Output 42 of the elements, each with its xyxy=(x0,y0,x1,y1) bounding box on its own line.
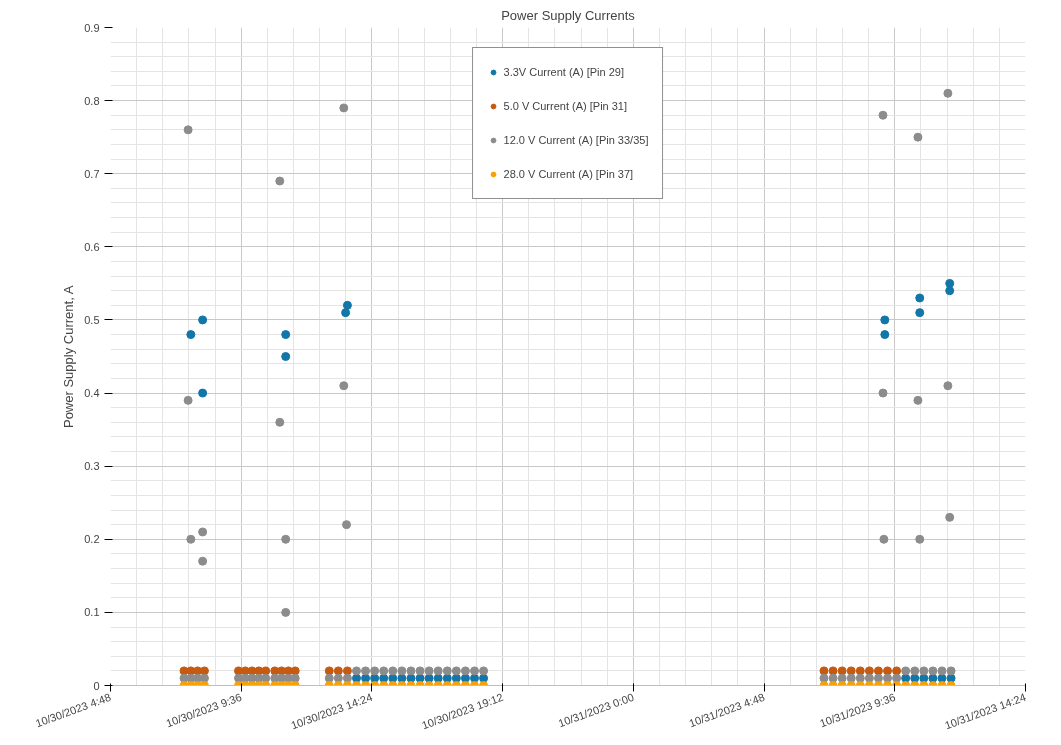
point xyxy=(873,666,883,676)
y-tick-label: 0.5 xyxy=(84,313,100,326)
point xyxy=(186,330,196,340)
point xyxy=(198,388,208,398)
y-tick-label: 0 xyxy=(93,679,100,692)
point xyxy=(342,300,352,310)
y-tick-label: 0.6 xyxy=(84,240,100,253)
y-tick-label: 0.3 xyxy=(84,460,100,473)
point xyxy=(281,330,291,340)
point xyxy=(846,666,856,676)
y-axis-title: Power Supply Current, A xyxy=(61,285,77,429)
point xyxy=(880,330,890,340)
point xyxy=(341,308,351,318)
y-tick-label: 0.2 xyxy=(84,533,100,546)
legend-label: 3.3V Current (A) [Pin 29] xyxy=(503,66,624,78)
y-tick-label: 0.4 xyxy=(84,387,100,400)
point xyxy=(828,666,838,676)
y-tick-label: 0.7 xyxy=(84,167,100,180)
point xyxy=(883,666,893,676)
point xyxy=(261,666,271,676)
chart-title: Power Supply Currents xyxy=(501,7,636,23)
legend-label: 28.0 V Current (A) [Pin 37] xyxy=(503,168,634,180)
point xyxy=(915,293,925,303)
point xyxy=(945,286,955,296)
legend-label: 12.0 V Current (A) [Pin 33/35] xyxy=(503,134,649,146)
point xyxy=(880,315,890,325)
point xyxy=(915,308,925,318)
y-tick-label: 0.8 xyxy=(84,94,100,107)
y-tick-label: 0.9 xyxy=(84,21,100,34)
point xyxy=(945,278,955,288)
point xyxy=(864,666,874,676)
legend-label: 5.0 V Current (A) [Pin 31] xyxy=(503,100,628,112)
point xyxy=(333,666,343,676)
point xyxy=(855,666,865,676)
point xyxy=(198,315,208,325)
point xyxy=(324,666,334,676)
y-tick-label: 0.1 xyxy=(84,606,100,619)
point xyxy=(837,666,847,676)
point xyxy=(281,352,291,361)
point xyxy=(342,666,352,676)
point xyxy=(892,666,902,676)
point xyxy=(819,666,829,676)
